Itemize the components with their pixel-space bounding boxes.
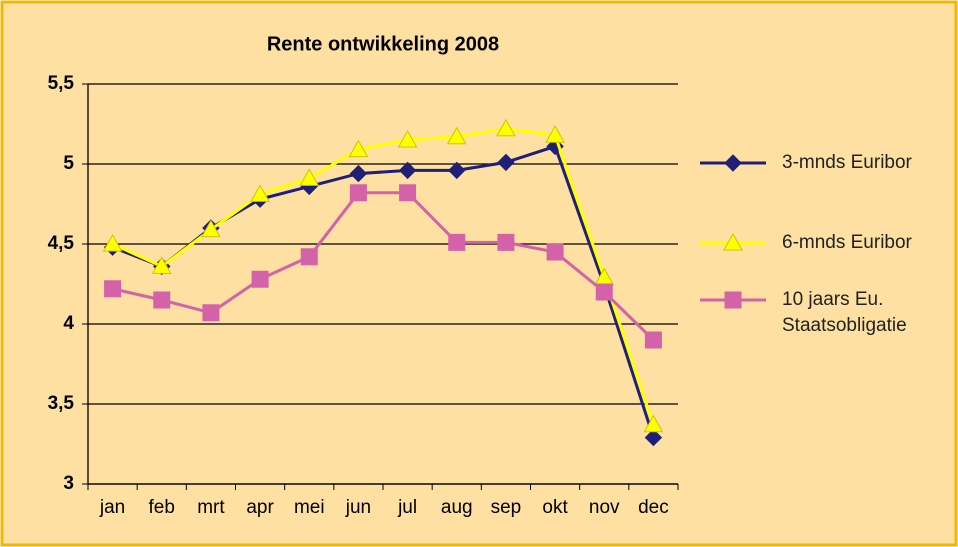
marker	[546, 243, 564, 261]
marker	[595, 283, 613, 301]
marker	[724, 154, 742, 172]
marker	[644, 428, 663, 447]
marker	[201, 219, 221, 238]
marker	[545, 125, 565, 143]
x-tick-label: jun	[345, 497, 371, 518]
marker	[102, 233, 123, 252]
marker	[151, 256, 172, 274]
marker	[446, 126, 467, 145]
x-tick-label: aug	[441, 497, 473, 518]
y-tick-label: 3,5	[48, 393, 75, 414]
x-tick-label: sep	[491, 497, 522, 518]
x-tick-label: jul	[397, 497, 417, 518]
marker	[251, 270, 269, 288]
marker	[398, 161, 417, 180]
marker	[643, 414, 664, 433]
legend-swatch	[700, 232, 766, 251]
chart-title: Rente ontwikkeling 2008	[267, 33, 499, 55]
legend-label: 3-mnds Euribor	[782, 152, 912, 173]
legend-swatch	[700, 154, 766, 172]
legend-entry: 10 jaars Eu. Staatsobligatie	[700, 287, 942, 339]
y-tick-label: 3	[63, 473, 74, 494]
marker	[497, 153, 515, 172]
marker	[299, 168, 320, 186]
marker	[724, 291, 742, 309]
marker	[300, 248, 318, 266]
marker	[496, 118, 516, 137]
legend-label: 10 jaars Eu. Staatsobligatie	[782, 289, 907, 336]
x-tick-label: apr	[246, 497, 274, 518]
legend-entry: 3-mnds Euribor	[700, 150, 942, 176]
marker	[723, 232, 743, 251]
marker	[497, 233, 515, 251]
legend-swatch	[700, 291, 766, 309]
y-tick-label: 4,5	[48, 233, 75, 254]
x-tick-label: okt	[542, 497, 568, 518]
marker	[644, 331, 662, 349]
marker	[399, 184, 417, 202]
x-tick-label: nov	[589, 497, 620, 518]
marker	[348, 139, 369, 158]
marker	[153, 291, 171, 309]
y-tick-label: 4	[63, 313, 74, 334]
legend-label: 6-mnds Euribor	[782, 232, 912, 253]
y-tick-label: 5	[63, 153, 74, 174]
marker	[250, 184, 270, 202]
marker	[349, 184, 367, 202]
marker	[202, 304, 220, 322]
x-tick-label: dec	[638, 497, 669, 518]
legend-entry: 6-mnds Euribor	[700, 230, 942, 256]
x-tick-label: jan	[99, 497, 125, 518]
x-tick-label: feb	[149, 497, 175, 518]
marker	[448, 161, 466, 180]
marker	[104, 280, 122, 298]
marker	[349, 164, 368, 183]
x-tick-label: mrt	[197, 497, 225, 518]
x-tick-label: mei	[294, 497, 325, 518]
y-tick-label: 5,5	[48, 73, 75, 94]
marker	[448, 233, 466, 251]
marker	[397, 129, 418, 148]
